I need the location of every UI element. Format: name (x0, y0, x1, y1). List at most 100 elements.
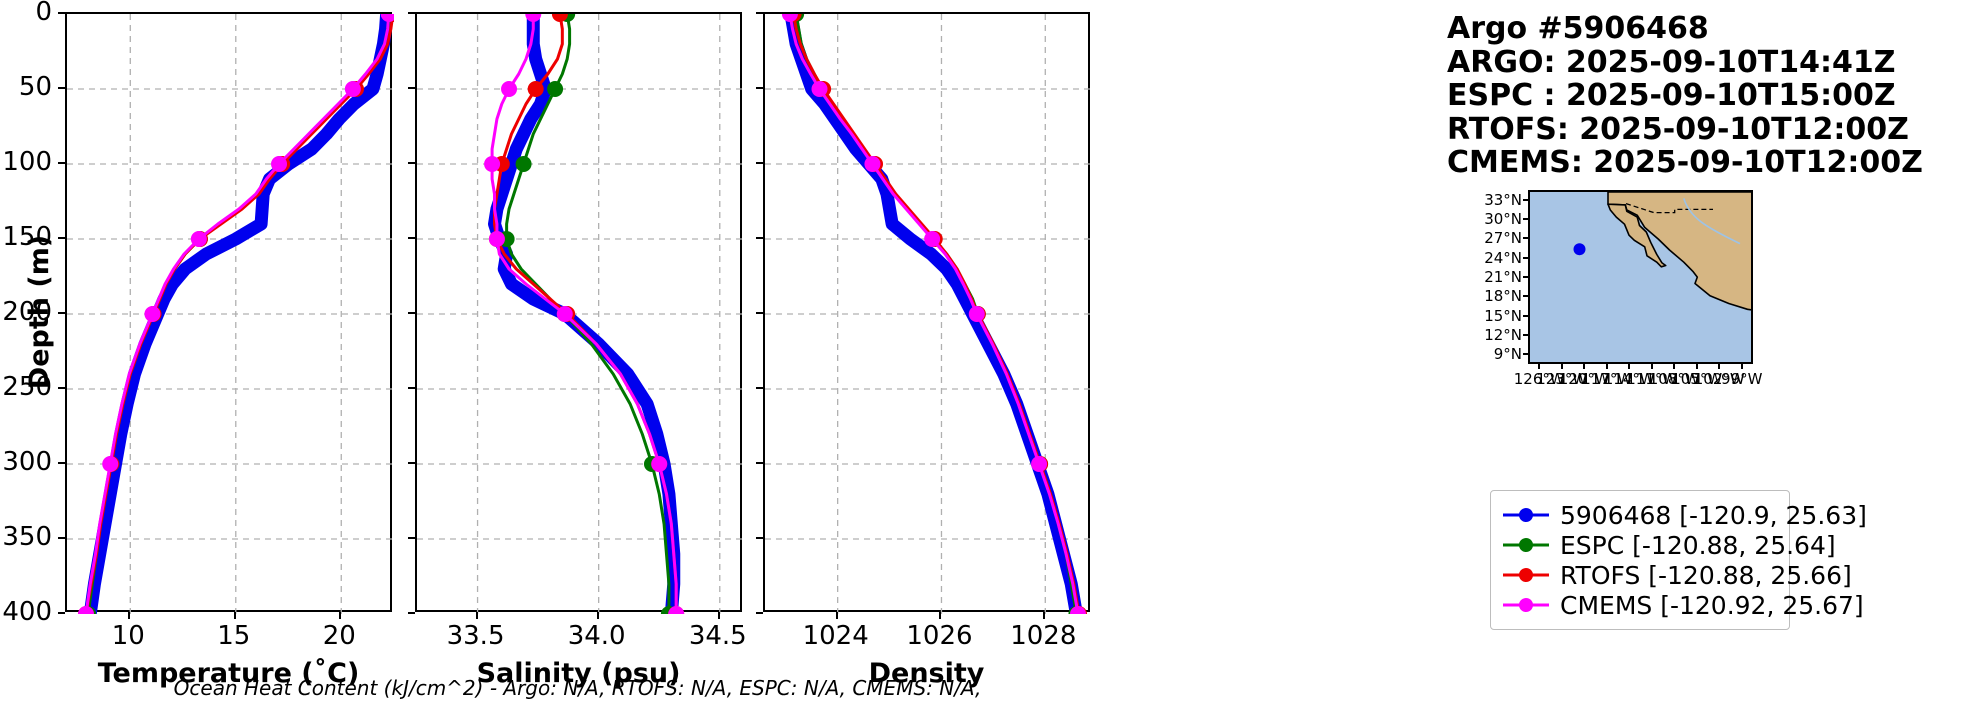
depth-tick-label: 50 (18, 72, 52, 102)
map-lat-tick-label: 12°N (1484, 326, 1522, 344)
legend-item[interactable]: ESPC [-120.88, 25.64] (1503, 530, 1836, 560)
density-ytick-mark (756, 312, 763, 314)
density-series-cmems-marker (968, 306, 985, 322)
density-series-cmems-marker (864, 156, 881, 172)
density-xtick-mark (939, 612, 942, 619)
map-country-border (1625, 202, 1713, 214)
legend-item-label: RTOFS [-120.88, 25.66] (1560, 560, 1852, 590)
density-series-cmems-marker (1069, 606, 1086, 614)
map-lat-tick-mark (1523, 218, 1528, 220)
salinity-ytick-mark (408, 87, 415, 89)
map-lat-tick-mark (1523, 295, 1528, 298)
salinity-series-cmems-marker (556, 306, 573, 322)
density-xtick-label: 1026 (906, 621, 973, 651)
salinity-ytick-mark (408, 237, 415, 239)
map-lon-tick-label: 111°W (1626, 370, 1678, 388)
temperature-ytick-mark (58, 312, 65, 314)
salinity-series-cmems-marker (525, 14, 542, 22)
temperature-xtick-mark (339, 612, 342, 619)
map-lon-tick-mark (1560, 364, 1563, 369)
salinity-series-cmems-marker (501, 81, 518, 97)
map-lat-tick-mark (1523, 314, 1528, 317)
legend-color-swatch (1503, 566, 1549, 584)
legend-color-swatch (1503, 536, 1549, 554)
temperature-xtick-label: 20 (322, 621, 356, 651)
legend-marker-dot-icon (1519, 538, 1533, 552)
map-lon-tick-label: 123°W (1536, 370, 1588, 388)
temperature-series-cmems-marker (77, 606, 94, 614)
salinity-xtick-mark (596, 612, 599, 619)
temperature-ytick-mark (58, 537, 65, 539)
salinity-plot-panel (415, 12, 744, 614)
map-lon-tick-mark (1538, 364, 1541, 369)
legend-item[interactable]: 5906468 [-120.9, 25.63] (1503, 500, 1867, 530)
salinity-series-espc-marker (515, 156, 532, 172)
map-lon-tick-label: 120°W (1558, 370, 1610, 388)
legend-item[interactable]: RTOFS [-120.88, 25.66] (1503, 560, 1852, 590)
depth-tick-label: 250 (2, 372, 52, 402)
density-xtick-label: 1024 (802, 621, 869, 651)
density-ytick-mark (756, 237, 763, 239)
map-lon-tick-mark (1583, 364, 1586, 369)
map-lon-tick-mark (1695, 364, 1698, 369)
metadata-line-argo-time: ARGO: 2025-09-10T14:41Z (1447, 44, 1896, 80)
density-plot-panel (763, 12, 1092, 614)
legend-item-label: ESPC [-120.88, 25.64] (1560, 530, 1836, 560)
legend-item[interactable]: CMEMS [-120.92, 25.67] (1503, 590, 1864, 620)
salinity-ytick-mark (408, 12, 415, 14)
legend-marker-dot-icon (1519, 568, 1533, 582)
depth-tick-label: 100 (2, 147, 52, 177)
temperature-plot-panel (65, 12, 394, 614)
salinity-ytick-mark (408, 312, 415, 314)
temperature-ytick-mark (58, 237, 65, 239)
salinity-xtick-label: 34.5 (688, 621, 747, 651)
map-lon-tick-mark (1718, 364, 1721, 369)
map-lat-tick-mark (1523, 276, 1528, 278)
temperature-xtick-label: 10 (111, 621, 145, 651)
map-lat-tick-mark (1523, 237, 1528, 240)
map-lon-tick-label: 99°W (1721, 370, 1763, 388)
metadata-line-rtofs-time: RTOFS: 2025-09-10T12:00Z (1447, 111, 1909, 147)
map-canvas (1573, 192, 1751, 311)
temperature-ytick-mark (58, 162, 65, 164)
density-plot-canvas (765, 14, 1092, 614)
map-lat-tick-label: 24°N (1484, 248, 1522, 267)
temperature-ytick-mark (58, 462, 65, 464)
density-series-cmems-marker (1031, 456, 1048, 472)
metadata-line-espc-time: ESPC : 2025-09-10T15:00Z (1447, 78, 1896, 114)
salinity-ytick-mark (408, 537, 415, 539)
temperature-xtick-label: 15 (217, 621, 251, 651)
salinity-series-rtofs-marker (527, 81, 544, 97)
salinity-ytick-mark (408, 387, 415, 389)
density-ytick-mark (756, 87, 763, 89)
density-ytick-mark (756, 462, 763, 464)
map-lat-tick-mark (1523, 353, 1528, 356)
map-landmass (1607, 203, 1667, 268)
density-xtick-mark (835, 612, 838, 619)
salinity-gridlines (417, 14, 744, 614)
map-lon-tick-label: 117°W (1581, 370, 1633, 388)
map-lon-tick-label: 114°W (1603, 370, 1655, 388)
density-axis-title: Density (868, 658, 985, 689)
location-map (1528, 190, 1753, 364)
salinity-series-espc-marker (547, 81, 564, 97)
series-legend: 5906468 [-120.9, 25.63] ESPC [-120.88, 25… (1490, 490, 1867, 630)
legend-item-label: CMEMS [-120.92, 25.67] (1560, 590, 1864, 620)
temperature-series-cmems-marker (102, 456, 119, 472)
salinity-xtick-mark (475, 612, 478, 619)
salinity-series-cmems-marker (488, 231, 505, 247)
map-landmass (1607, 192, 1751, 311)
map-lon-tick-mark (1605, 364, 1608, 369)
temperature-series-cmems-marker (344, 81, 361, 97)
map-river (1683, 198, 1741, 245)
map-lon-tick-label: 105°W (1671, 370, 1723, 388)
temperature-ytick-mark (58, 87, 65, 89)
salinity-xtick-mark (717, 612, 720, 619)
salinity-ytick-mark (408, 162, 415, 164)
legend-color-swatch (1503, 596, 1549, 614)
temperature-ytick-mark (58, 612, 65, 614)
density-xtick-label: 1028 (1010, 621, 1077, 651)
map-lat-tick-label: 21°N (1484, 268, 1522, 286)
map-lat-tick-mark (1523, 334, 1528, 336)
